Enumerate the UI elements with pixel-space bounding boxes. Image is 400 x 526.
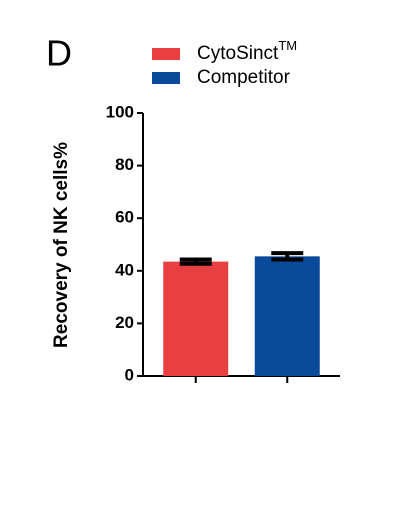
legend-name: Competitor xyxy=(197,67,291,88)
legend-label: CytoSinctTM xyxy=(197,38,297,64)
y-tick-label: 60 xyxy=(115,208,134,227)
bar xyxy=(254,256,320,376)
y-tick-label: 20 xyxy=(115,313,134,332)
y-tick-label: 80 xyxy=(115,155,134,174)
legend-name: CytoSinct xyxy=(197,43,279,64)
y-tick-label: 0 xyxy=(125,365,134,384)
y-tick-label: 40 xyxy=(115,260,134,279)
legend-superscript: TM xyxy=(278,38,297,53)
legend-swatch xyxy=(152,48,180,60)
legend-label: Competitor xyxy=(197,67,291,88)
error-bar xyxy=(179,257,212,266)
error-bar xyxy=(271,251,304,262)
y-tick-label: 100 xyxy=(106,102,134,121)
panel-label: D xyxy=(46,33,72,74)
legend-swatch xyxy=(152,72,180,84)
y-axis-label: Recovery of NK cells% xyxy=(51,142,72,348)
bar xyxy=(163,261,229,376)
